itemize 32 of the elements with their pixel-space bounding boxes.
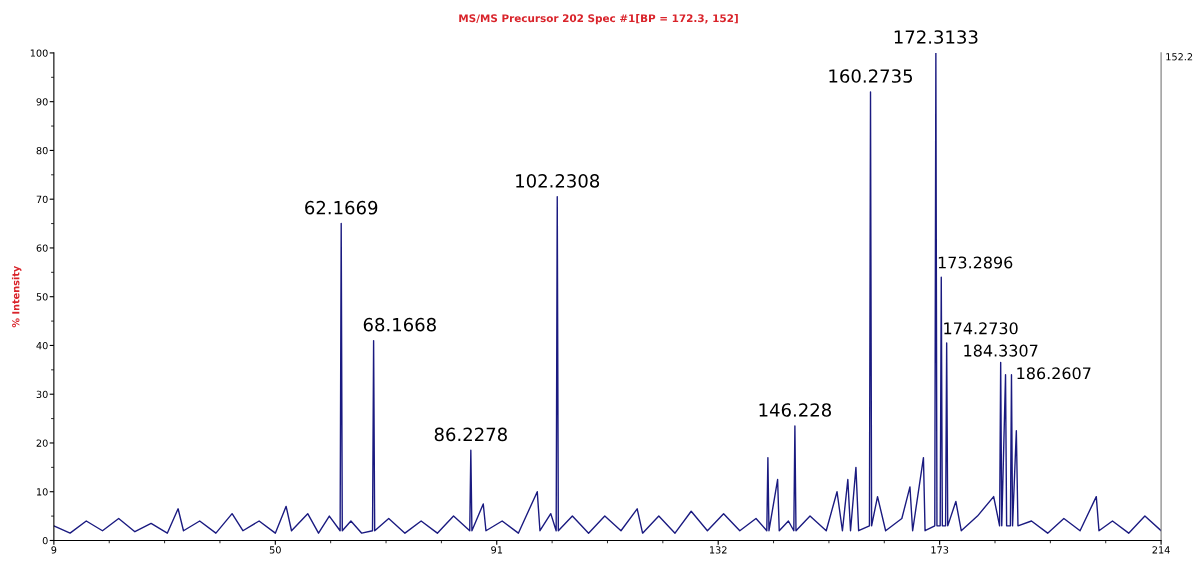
- y-tick-label: 100: [30, 49, 48, 57]
- annotation: 68.1668: [363, 317, 436, 332]
- x-tick-label: 91: [491, 546, 503, 554]
- text: 152.2: [1166, 53, 1193, 61]
- annotation: 146.228: [759, 403, 831, 417]
- annotation: 173.2896: [938, 256, 1013, 269]
- annotation: 174.2730: [944, 322, 1018, 335]
- x-tick-label: 50: [269, 546, 281, 554]
- y-axis-title: % Intensity: [11, 265, 22, 328]
- line-series: [53, 52, 1162, 534]
- y-tick-label: 90: [36, 98, 48, 106]
- y-tick-label: 10: [37, 488, 48, 496]
- y-tick-label: 60: [36, 244, 48, 252]
- x-tick-label: 173: [931, 546, 949, 554]
- chart-title: MS/MS Precursor 202 Spec #1[BP = 172.3, 152]: [459, 14, 738, 25]
- annotation: 62.1669: [305, 200, 378, 215]
- y-tick-label: 30: [36, 390, 48, 399]
- x-tick-label: 132: [709, 546, 727, 554]
- annotation: 86.2278: [434, 427, 507, 442]
- x-tick-label: 214: [1152, 546, 1170, 554]
- y-tick-label: 0: [42, 536, 48, 545]
- y-tick-label: 40: [36, 341, 48, 350]
- annotation: 102.2308: [516, 174, 600, 188]
- y-tick-label: 80: [36, 146, 48, 155]
- annotation: 160.2735: [829, 69, 913, 83]
- annotation: 186.2607: [1017, 367, 1091, 380]
- annotation: 172.3133: [894, 30, 978, 44]
- y-tick-label: 50: [36, 293, 48, 301]
- x-tick-label: 9: [51, 546, 57, 554]
- y-tick-label: 70: [36, 195, 48, 204]
- y-tick-label: 20: [36, 439, 48, 447]
- annotation: 184.3307: [964, 344, 1038, 357]
